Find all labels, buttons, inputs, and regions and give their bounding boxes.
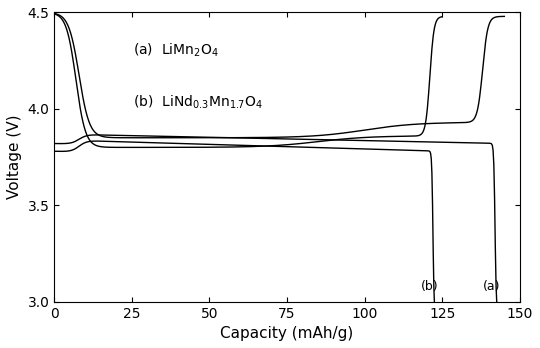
Text: (b): (b): [421, 280, 438, 293]
Text: (a)  LiMn$_2$O$_4$: (a) LiMn$_2$O$_4$: [133, 41, 219, 59]
Text: (b)  LiNd$_{0.3}$Mn$_{1.7}$O$_4$: (b) LiNd$_{0.3}$Mn$_{1.7}$O$_4$: [133, 93, 263, 111]
X-axis label: Capacity (mAh/g): Capacity (mAh/g): [220, 326, 354, 341]
Text: (a): (a): [483, 280, 501, 293]
Y-axis label: Voltage (V): Voltage (V): [7, 115, 22, 199]
